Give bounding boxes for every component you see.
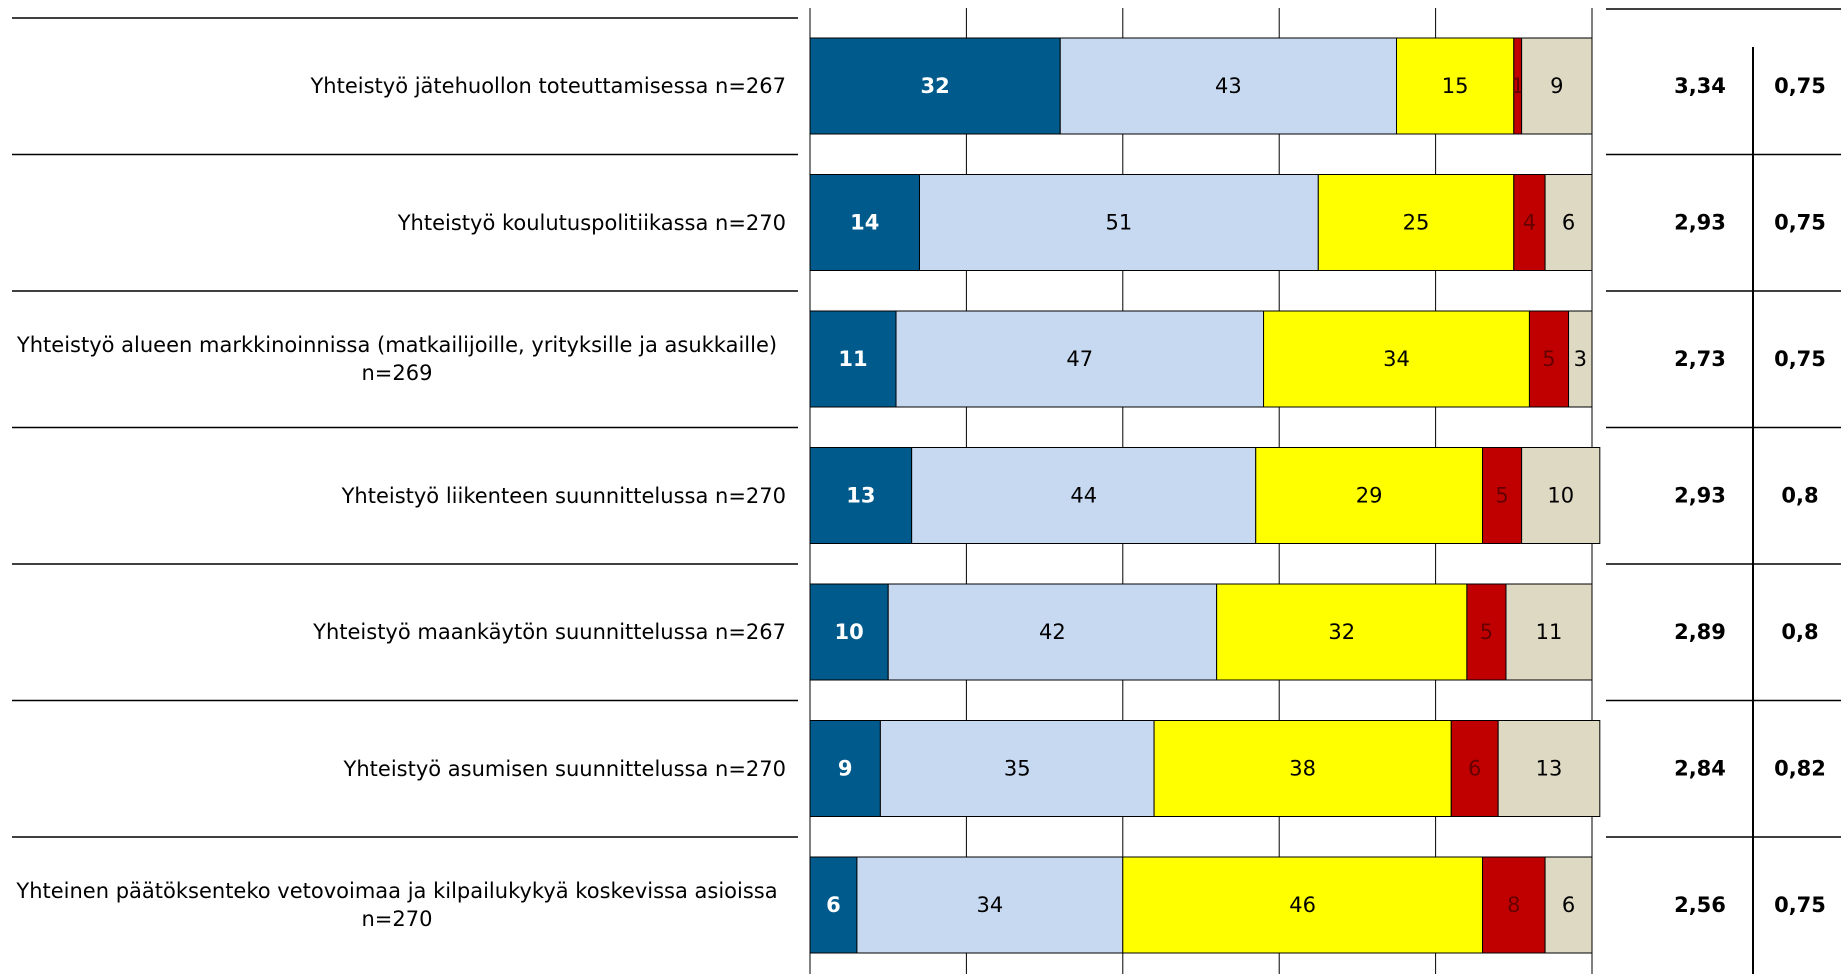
bar-segment	[1263, 310, 1530, 408]
bar-value-label: 34	[1383, 347, 1410, 371]
bar-value-label: 3	[1574, 347, 1587, 371]
bar-value-label: 10	[834, 620, 863, 644]
table-cell: 0,75	[1774, 211, 1826, 235]
bar-segment	[1122, 856, 1484, 954]
bar-value-label: 44	[1070, 484, 1097, 508]
bar-value-label: 29	[1356, 484, 1383, 508]
bar-value-label: 6	[1562, 211, 1575, 235]
bar-segment	[1396, 37, 1515, 135]
table-cell: 2,93	[1674, 484, 1726, 508]
bar-segment	[1216, 583, 1468, 681]
bar-value-label: 42	[1039, 620, 1066, 644]
category-label: Yhteinen päätöksenteko vetovoimaa ja kil…	[16, 879, 778, 932]
category-label: Yhteistyö alueen markkinoinnissa (matkai…	[16, 333, 778, 386]
bar-segment	[1521, 37, 1593, 135]
bar-value-label: 51	[1106, 211, 1133, 235]
bar-value-label: 1	[1511, 74, 1524, 98]
bar-value-label: 25	[1403, 211, 1430, 235]
bar-value-label: 9	[1550, 74, 1563, 98]
bar-value-label: 11	[838, 347, 867, 371]
bar-value-label: 11	[1536, 620, 1563, 644]
category-label: Yhteistyö liikenteen suunnittelussa n=27…	[341, 483, 786, 508]
bar-value-label: 9	[838, 757, 853, 781]
bar-segment	[887, 583, 1218, 681]
bar-segment	[1450, 720, 1499, 817]
bar-segment	[1482, 447, 1523, 544]
category-label: Yhteistyö asumisen suunnittelussa n=270	[343, 756, 786, 781]
bar-segment	[856, 856, 1124, 954]
table-cell: 2,93	[1674, 211, 1726, 235]
bar-segment	[1317, 174, 1515, 271]
bar-value-label: 15	[1442, 74, 1469, 98]
category-label: Yhteistyö jätehuollon toteuttamisessa n=…	[310, 74, 786, 99]
table-cell: 3,34	[1674, 74, 1726, 98]
bar-segment	[879, 720, 1155, 817]
table-cell: 2,56	[1674, 893, 1726, 917]
bar-segment	[1513, 174, 1546, 271]
bar-value-label: 6	[826, 893, 841, 917]
bar-segment	[809, 583, 889, 681]
table-cell: 0,75	[1774, 893, 1826, 917]
bar-segment	[1544, 174, 1593, 271]
bar-value-label: 13	[1536, 757, 1563, 781]
bar-value-label: 5	[1542, 347, 1555, 371]
bar-segment	[911, 447, 1257, 544]
bar-value-label: 6	[1562, 893, 1575, 917]
bar-value-label: 34	[976, 893, 1003, 917]
bar-value-label: 10	[1547, 484, 1574, 508]
bar-segment	[895, 310, 1265, 408]
bar-value-label: 13	[846, 484, 875, 508]
bar-value-label: 14	[850, 211, 879, 235]
table-cell: 2,84	[1674, 757, 1726, 781]
bar-segment	[1544, 856, 1593, 954]
bar-segment	[809, 310, 897, 408]
bar-segment	[1153, 720, 1452, 817]
bar-value-label: 46	[1289, 893, 1316, 917]
table-cell: 2,73	[1674, 347, 1726, 371]
bar-segment	[1497, 720, 1601, 817]
bar-value-label: 6	[1468, 757, 1481, 781]
bar-value-label: 8	[1507, 893, 1520, 917]
bar-segment	[1255, 447, 1484, 544]
bar-segment	[1505, 583, 1593, 681]
table-cell: 0,8	[1781, 484, 1818, 508]
table-cell: 0,8	[1781, 620, 1818, 644]
bar-segment	[1568, 310, 1593, 408]
table-cell: 0,75	[1774, 74, 1826, 98]
bar-value-label: 32	[921, 74, 950, 98]
table-cell: 0,75	[1774, 347, 1826, 371]
table-cell: 0,82	[1774, 757, 1826, 781]
bar-segment	[809, 174, 920, 271]
bar-value-label: 43	[1215, 74, 1242, 98]
category-label: Yhteistyö maankäytön suunnittelussa n=26…	[313, 620, 786, 645]
bar-segment	[809, 447, 913, 544]
bar-value-label: 5	[1495, 484, 1508, 508]
table-cell: 2,89	[1674, 620, 1726, 644]
bar-segment	[1521, 447, 1601, 544]
bar-value-label: 38	[1289, 757, 1316, 781]
bar-value-label: 32	[1328, 620, 1355, 644]
bar-value-label: 4	[1523, 211, 1536, 235]
bar-segment	[809, 720, 881, 817]
bar-value-label: 47	[1066, 347, 1093, 371]
bar-segment	[1466, 583, 1507, 681]
bar-segment	[918, 174, 1319, 271]
bar-segment	[1059, 37, 1397, 135]
category-label: Yhteistyö koulutuspolitiikassa n=270	[397, 210, 786, 235]
bar-value-label: 35	[1004, 757, 1031, 781]
bar-value-label: 5	[1480, 620, 1493, 644]
